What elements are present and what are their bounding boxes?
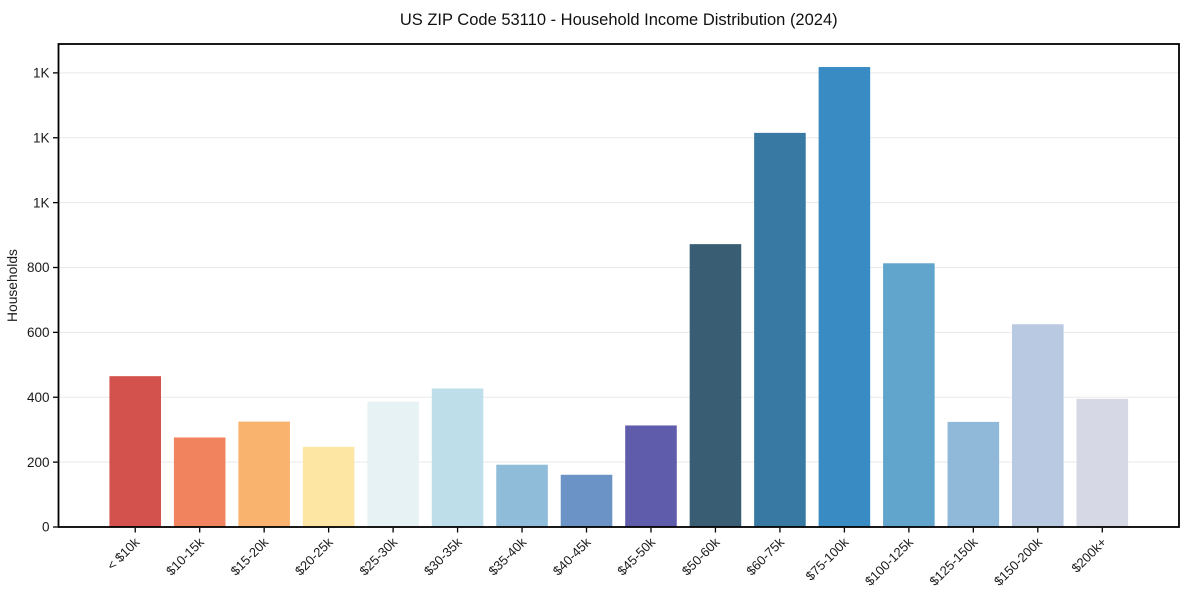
y-tick-label: 1K <box>33 66 50 81</box>
gridlines-layer <box>58 72 1179 463</box>
chart-title: US ZIP Code 53110 - Household Income Dis… <box>400 11 838 29</box>
x-tick-label: < $10k <box>104 534 143 573</box>
x-tick-label: $30-35k <box>421 534 465 578</box>
x-tick-label: $50-60k <box>679 534 723 578</box>
bar-$50-60k <box>689 244 742 527</box>
x-tick-label: $15-20k <box>227 534 271 578</box>
bar-$75-100k <box>818 67 871 528</box>
bar-$15-20k <box>238 421 290 527</box>
bar-$25-30k <box>367 401 419 527</box>
x-tick-label: $60-75k <box>743 534 787 578</box>
bars-layer <box>109 67 1129 528</box>
y-axis-label: Households <box>5 249 20 322</box>
x-tick-label: $200k+ <box>1068 535 1109 576</box>
y-tick-label: 200 <box>27 455 50 470</box>
x-tick-label: $45-50k <box>614 534 658 578</box>
y-tick-label: 800 <box>27 260 50 275</box>
bar-$35-40k <box>496 464 548 527</box>
x-tick-label: $150-200k <box>991 534 1045 588</box>
bar-$200k+ <box>1076 398 1129 527</box>
bar-$40-45k <box>560 474 613 527</box>
x-tick-label: $40-45k <box>550 534 594 578</box>
bar-$20-25k <box>302 446 355 527</box>
bar-$30-35k <box>431 388 484 527</box>
y-tick-label: 600 <box>27 325 50 340</box>
y-tick-label: 1K <box>33 130 50 145</box>
x-tick-label: $125-150k <box>926 534 980 588</box>
bar-$45-50k <box>625 425 677 527</box>
x-tick-label: $75-100k <box>803 534 852 583</box>
x-tick-label: $25-30k <box>356 534 400 578</box>
plot-frame <box>57 43 1180 528</box>
y-tick-label: 1K <box>33 195 50 210</box>
bar-$150-200k <box>1012 324 1064 527</box>
bar-$100-125k <box>883 263 935 527</box>
bar-$125-150k <box>947 421 1000 527</box>
x-tick-label: $20-25k <box>292 534 336 578</box>
x-tick-label: $10-15k <box>163 534 207 578</box>
bar-$10-15k <box>173 437 226 527</box>
bar-< $10k <box>109 376 162 527</box>
bar-$60-75k <box>754 132 806 527</box>
y-tick-label: 0 <box>42 520 50 535</box>
x-tick-label: $35-40k <box>485 534 529 578</box>
y-tick-label: 400 <box>27 390 50 405</box>
x-tick-label: $100-125k <box>862 534 916 588</box>
